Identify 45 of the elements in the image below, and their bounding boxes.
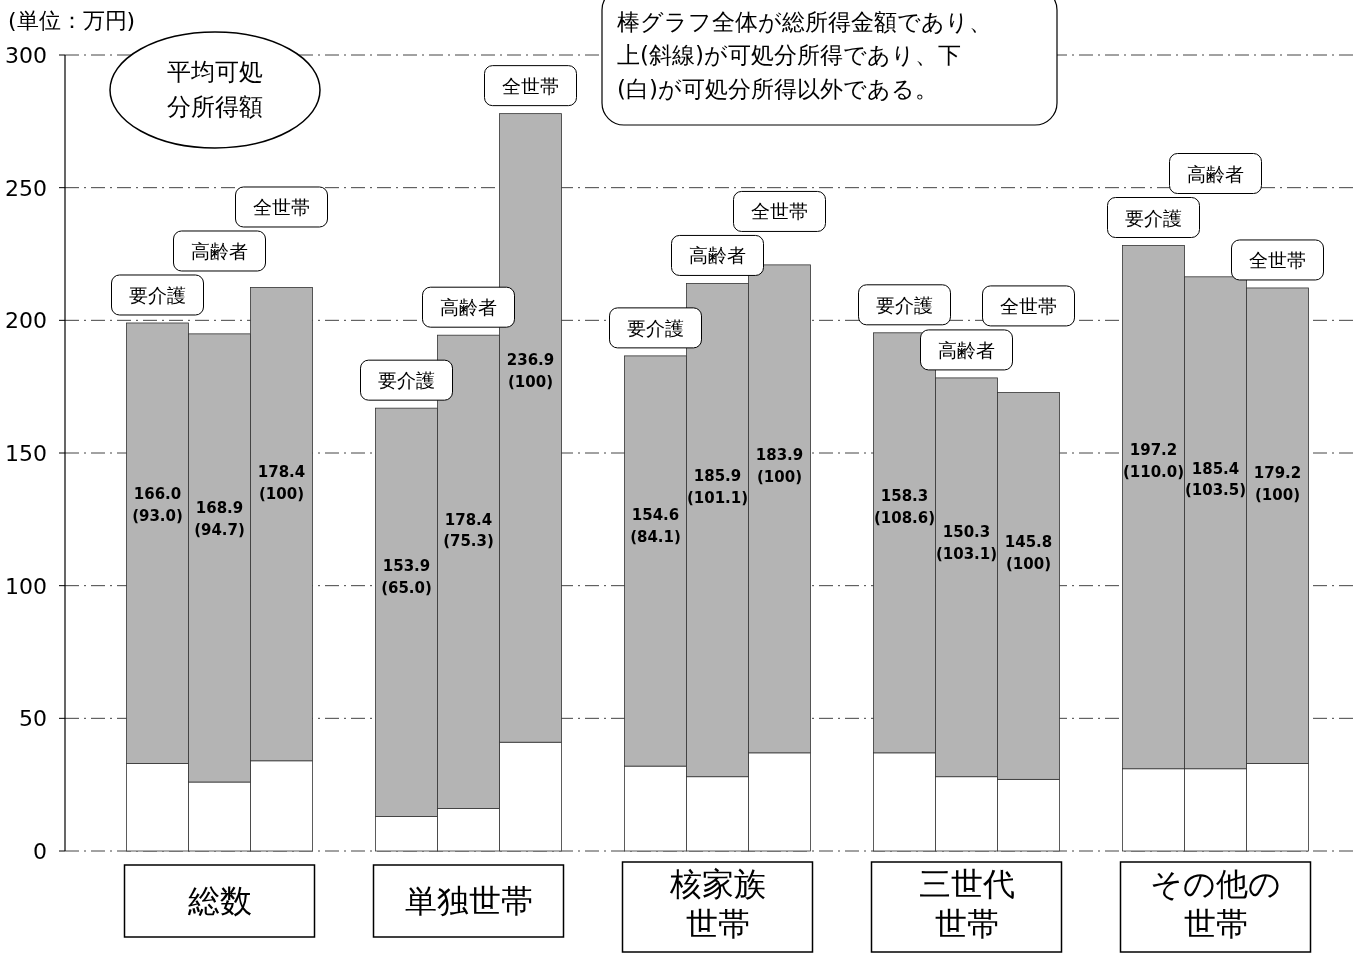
- text: 単独世帯: [404, 882, 533, 920]
- x-tick-label: 高齢者: [938, 338, 995, 361]
- text: (単位：万円): [8, 8, 136, 33]
- x-tick-label: 要介護: [876, 293, 933, 316]
- x-tick-label: 要介護: [378, 369, 435, 392]
- data-label: 178.4 (100): [257, 462, 306, 503]
- y-tick-label: 100: [5, 573, 47, 599]
- data-label: 168.9 (94.7): [194, 499, 245, 539]
- y-tick-label: 0: [33, 839, 47, 864]
- data-label: 183.9 (100): [755, 446, 804, 486]
- x-tick-label: 要介護: [1125, 206, 1182, 229]
- data-label: 185.4 (103.5): [1184, 459, 1247, 500]
- data-label: 179.2 (100): [1253, 464, 1302, 504]
- annotation: 棒グラフ全体が総所得金額であり、上(斜線)が可処分所得であり、下(白)が可処分所得以外である。: [617, 9, 992, 102]
- y-tick-label: 50: [19, 706, 47, 732]
- data-label: 153.9 (65.0): [381, 557, 432, 598]
- x-tick-label: 高齢者: [689, 244, 746, 267]
- data-label: 150.3 (103.1): [935, 523, 998, 564]
- data-label: 166.0 (93.0): [132, 485, 183, 525]
- data-label: 154.6 (84.1): [630, 505, 681, 546]
- text: 核家族世帯: [668, 865, 766, 943]
- x-tick-label: 高齢者: [440, 296, 497, 319]
- x-tick-label: 高齢者: [1187, 162, 1244, 185]
- data-label: 145.8 (100): [1004, 533, 1053, 573]
- text: その他の世帯: [1150, 865, 1281, 943]
- x-tick-label: 全世帯: [502, 74, 559, 97]
- y-tick-label: 200: [5, 308, 47, 334]
- x-tick-label: 全世帯: [253, 195, 310, 218]
- x-tick-label: 高齢者: [191, 239, 248, 262]
- data-label: 158.3 (108.6): [873, 486, 936, 527]
- text: 三世代世帯: [918, 865, 1015, 943]
- y-tick-label: 250: [5, 175, 47, 201]
- x-tick-label: 全世帯: [751, 200, 808, 223]
- data-label: 197.2 (110.0): [1122, 440, 1185, 481]
- y-tick-label: 150: [5, 441, 47, 466]
- x-tick-label: 要介護: [627, 316, 684, 339]
- annotation: 平均可処分所得額: [167, 58, 263, 121]
- data-label: 185.9 (101.1): [686, 466, 749, 507]
- x-tick-label: 全世帯: [1249, 248, 1306, 271]
- x-tick-label: 全世帯: [1000, 294, 1057, 317]
- y-tick-label: 300: [5, 43, 47, 68]
- data-label: 178.4 (75.3): [443, 510, 494, 551]
- data-label: 236.9 (100): [506, 351, 555, 391]
- x-tick-label: 要介護: [129, 283, 186, 306]
- text: 総数: [186, 882, 252, 920]
